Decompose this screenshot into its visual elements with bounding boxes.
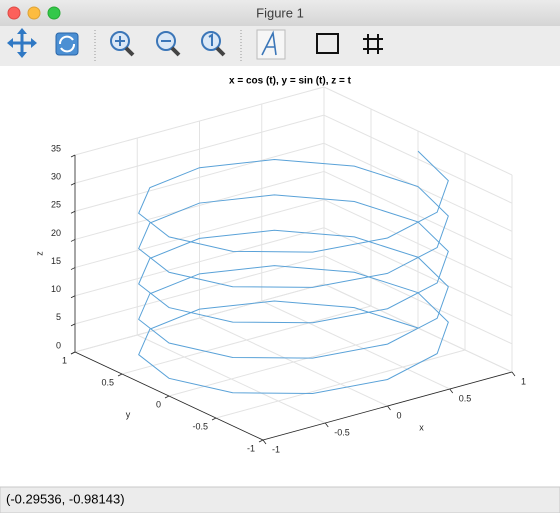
z-tick — [70, 210, 76, 214]
y-tick-label: 1 — [62, 355, 67, 365]
y-tick — [164, 395, 170, 399]
text-tool[interactable] — [256, 29, 286, 60]
title-bar — [0, 0, 560, 26]
y-tick-label: -0.5 — [192, 421, 208, 431]
z-tick-label: 20 — [51, 228, 61, 238]
close-button[interactable] — [7, 6, 21, 20]
z-tick-label: 25 — [51, 200, 61, 210]
grid-line — [168, 327, 419, 397]
x-tick-label: 0 — [397, 410, 402, 420]
grid-line — [323, 114, 513, 204]
grid-line — [215, 349, 466, 419]
grid-line — [323, 255, 513, 345]
chart-title: x = cos (t), y = sin (t), z = t — [229, 76, 352, 87]
grid-tool[interactable] — [363, 34, 383, 54]
y-tick-label: 0 — [156, 399, 161, 409]
rotate-tool[interactable] — [55, 32, 79, 56]
zoom-button[interactable] — [47, 6, 61, 20]
minimize-button[interactable] — [27, 6, 41, 20]
grid-line — [121, 305, 372, 375]
grid-line — [323, 199, 513, 289]
z-tick — [70, 295, 76, 299]
z-tick — [70, 267, 76, 270]
grid-line — [74, 227, 325, 297]
x-tick-label: 0.5 — [459, 393, 472, 403]
status-text: (-0.29536, -0.98143) — [6, 491, 125, 506]
grid-line — [74, 114, 325, 184]
y-tick-label: 0.5 — [101, 377, 114, 387]
plot-area — [0, 66, 560, 487]
zoom-in-tool[interactable] — [110, 31, 135, 57]
grid-line — [323, 227, 513, 317]
z-axis-label: z — [34, 251, 44, 256]
zoom-out-tool[interactable] — [156, 31, 181, 57]
y-tick — [211, 417, 217, 421]
box-tool[interactable] — [316, 33, 339, 54]
z-tick-label: 15 — [51, 256, 61, 266]
grid-line — [323, 142, 513, 232]
z-tick — [70, 239, 76, 242]
z-tick — [70, 323, 76, 327]
z-tick-label: 0 — [56, 340, 61, 350]
x-tick — [387, 405, 391, 411]
z-tick — [70, 182, 76, 186]
x-axis-label: x — [419, 422, 424, 432]
x-tick-label: -1 — [272, 444, 280, 454]
x-tick-label: 1 — [521, 376, 526, 386]
x-tick-label: -0.5 — [334, 427, 350, 437]
grid-line — [323, 86, 513, 176]
y-tick-label: -1 — [247, 443, 255, 453]
grid-line — [74, 199, 325, 269]
y-tick — [258, 439, 264, 443]
z-tick — [70, 351, 76, 355]
z-tick-label: 35 — [51, 143, 61, 153]
pan-tool[interactable] — [7, 28, 37, 58]
x-tick — [262, 439, 267, 445]
z-tick-label: 10 — [51, 284, 61, 294]
y-tick — [117, 373, 123, 377]
grid-line — [74, 86, 325, 156]
grid-line — [74, 283, 325, 353]
y-axis-label: y — [126, 409, 131, 419]
zoom-reset-tool[interactable] — [201, 31, 226, 57]
grid-line — [323, 170, 513, 260]
helix-line — [138, 150, 449, 395]
grid-line — [74, 170, 325, 240]
z-tick-label: 5 — [56, 312, 61, 322]
window-title: Figure 1 — [256, 5, 304, 20]
grid-line — [74, 255, 325, 325]
x-tick — [511, 371, 516, 377]
z-tick-label: 30 — [51, 172, 61, 182]
status-bar — [0, 486, 560, 513]
x-tick — [324, 422, 329, 428]
z-tick — [70, 154, 76, 158]
grid-line — [74, 142, 325, 212]
x-tick — [449, 388, 454, 394]
